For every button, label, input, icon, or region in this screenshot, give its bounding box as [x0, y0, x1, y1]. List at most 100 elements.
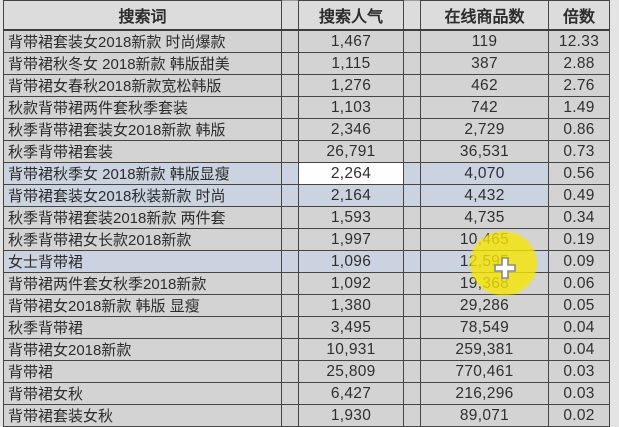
header-online-products[interactable]: 在线商品数 — [420, 0, 549, 31]
gap-cell[interactable] — [403, 74, 421, 97]
gap-cell[interactable] — [403, 316, 421, 339]
popularity-cell[interactable]: 1,096 — [298, 250, 404, 273]
products-cell[interactable]: 78,549 — [420, 316, 549, 339]
ratio-cell[interactable]: 0.49 — [548, 184, 610, 207]
ratio-cell[interactable]: 0.86 — [548, 118, 610, 141]
ratio-cell[interactable]: 0.05 — [548, 294, 610, 317]
popularity-cell[interactable]: 1,092 — [298, 272, 404, 295]
popularity-cell[interactable]: 1,593 — [298, 206, 404, 229]
popularity-cell[interactable]: 1,276 — [298, 74, 404, 97]
ratio-cell[interactable]: 0.03 — [548, 382, 610, 405]
ratio-cell[interactable]: 2.88 — [548, 52, 610, 75]
term-cell[interactable]: 背带裙女秋 — [3, 382, 282, 405]
gap-cell[interactable] — [403, 184, 421, 207]
ratio-cell[interactable]: 0.02 — [548, 404, 610, 427]
term-cell[interactable]: 女士背带裙 — [3, 250, 282, 273]
gap-cell[interactable] — [281, 162, 299, 185]
gap-cell[interactable] — [403, 162, 421, 185]
popularity-cell[interactable]: 6,427 — [298, 382, 404, 405]
header-search-term[interactable]: 搜索词 — [3, 0, 282, 31]
gap-cell[interactable] — [281, 338, 299, 361]
popularity-cell[interactable]: 1,115 — [298, 52, 404, 75]
gap-cell[interactable] — [281, 96, 299, 119]
gap-cell[interactable] — [281, 184, 299, 207]
header-multiplier[interactable]: 倍数 — [548, 0, 610, 31]
ratio-cell[interactable]: 2.76 — [548, 74, 610, 97]
products-cell[interactable]: 259,381 — [420, 338, 549, 361]
term-cell[interactable]: 秋季背带裙套装 — [3, 140, 282, 163]
popularity-cell[interactable]: 3,495 — [298, 316, 404, 339]
products-cell[interactable]: 89,071 — [420, 404, 549, 427]
term-cell[interactable]: 背带裙 — [3, 360, 282, 383]
products-cell[interactable]: 770,461 — [420, 360, 549, 383]
products-cell[interactable]: 4,432 — [420, 184, 549, 207]
products-cell[interactable]: 742 — [420, 96, 549, 119]
header-search-popularity[interactable]: 搜索人气 — [298, 0, 404, 31]
gap-cell[interactable] — [281, 228, 299, 251]
ratio-cell[interactable]: 0.34 — [548, 206, 610, 229]
gap-cell[interactable] — [403, 338, 421, 361]
term-cell[interactable]: 背带裙女2018新款 — [3, 338, 282, 361]
ratio-cell[interactable]: 0.06 — [548, 272, 610, 295]
term-cell[interactable]: 背带裙两件套女秋季2018新款 — [3, 272, 282, 295]
popularity-cell[interactable]: 2,164 — [298, 184, 404, 207]
gap-cell[interactable] — [403, 140, 421, 163]
gap-cell[interactable] — [403, 228, 421, 251]
gap-cell[interactable] — [403, 52, 421, 75]
products-cell[interactable]: 216,296 — [420, 382, 549, 405]
term-cell[interactable]: 背带裙秋季女 2018新款 韩版显瘦 — [3, 162, 282, 185]
popularity-cell[interactable]: 2,264 — [298, 162, 404, 185]
ratio-cell[interactable]: 0.04 — [548, 316, 610, 339]
term-cell[interactable]: 背带裙套装女2018新款 时尚爆款 — [3, 29, 282, 53]
gap-cell[interactable] — [281, 272, 299, 295]
products-cell[interactable]: 29,286 — [420, 294, 549, 317]
gap-cell[interactable] — [281, 360, 299, 383]
ratio-cell[interactable]: 0.04 — [548, 338, 610, 361]
gap-cell[interactable] — [281, 250, 299, 273]
ratio-cell[interactable]: 0.19 — [548, 228, 610, 251]
products-cell[interactable]: 36,531 — [420, 140, 549, 163]
term-cell[interactable]: 秋季背带裙套装女2018新款 韩版 — [3, 118, 282, 141]
products-cell[interactable]: 2,729 — [420, 118, 549, 141]
ratio-cell[interactable]: 0.73 — [548, 140, 610, 163]
products-cell[interactable]: 462 — [420, 74, 549, 97]
popularity-cell[interactable]: 26,791 — [298, 140, 404, 163]
term-cell[interactable]: 背带裙套装女秋 — [3, 404, 282, 427]
gap-cell[interactable] — [403, 294, 421, 317]
gap-cell[interactable] — [403, 272, 421, 295]
term-cell[interactable]: 背带裙女2018新款 韩版 显瘦 — [3, 294, 282, 317]
gap-cell[interactable] — [403, 382, 421, 405]
ratio-cell[interactable]: 12.33 — [548, 29, 610, 53]
products-cell[interactable]: 387 — [420, 52, 549, 75]
gap-cell[interactable] — [403, 118, 421, 141]
gap-cell[interactable] — [281, 140, 299, 163]
products-cell[interactable]: 12,595 — [420, 250, 549, 273]
gap-cell[interactable] — [281, 316, 299, 339]
gap-cell[interactable] — [403, 29, 421, 53]
gap-cell[interactable] — [281, 206, 299, 229]
gap-cell[interactable] — [403, 404, 421, 427]
gap-cell[interactable] — [281, 294, 299, 317]
popularity-cell[interactable]: 25,809 — [298, 360, 404, 383]
gap-cell[interactable] — [281, 74, 299, 97]
gap-cell[interactable] — [281, 382, 299, 405]
products-cell[interactable]: 4,735 — [420, 206, 549, 229]
term-cell[interactable]: 秋季背带裙女长款2018新款 — [3, 228, 282, 251]
term-cell[interactable]: 秋季背带裙套装2018新款 两件套 — [3, 206, 282, 229]
products-cell[interactable]: 19,368 — [420, 272, 549, 295]
ratio-cell[interactable]: 0.03 — [548, 360, 610, 383]
ratio-cell[interactable]: 1.49 — [548, 96, 610, 119]
gap-cell[interactable] — [281, 29, 299, 53]
ratio-cell[interactable]: 0.56 — [548, 162, 610, 185]
gap-cell[interactable] — [281, 52, 299, 75]
gap-cell[interactable] — [403, 360, 421, 383]
term-cell[interactable]: 秋款背带裙两件套秋季套装 — [3, 96, 282, 119]
popularity-cell[interactable]: 1,930 — [298, 404, 404, 427]
popularity-cell[interactable]: 1,380 — [298, 294, 404, 317]
popularity-cell[interactable]: 1,467 — [298, 29, 404, 53]
gap-cell[interactable] — [403, 206, 421, 229]
term-cell[interactable]: 背带裙女春秋2018新款宽松韩版 — [3, 74, 282, 97]
products-cell[interactable]: 119 — [420, 29, 549, 53]
gap-cell[interactable] — [281, 118, 299, 141]
popularity-cell[interactable]: 1,997 — [298, 228, 404, 251]
